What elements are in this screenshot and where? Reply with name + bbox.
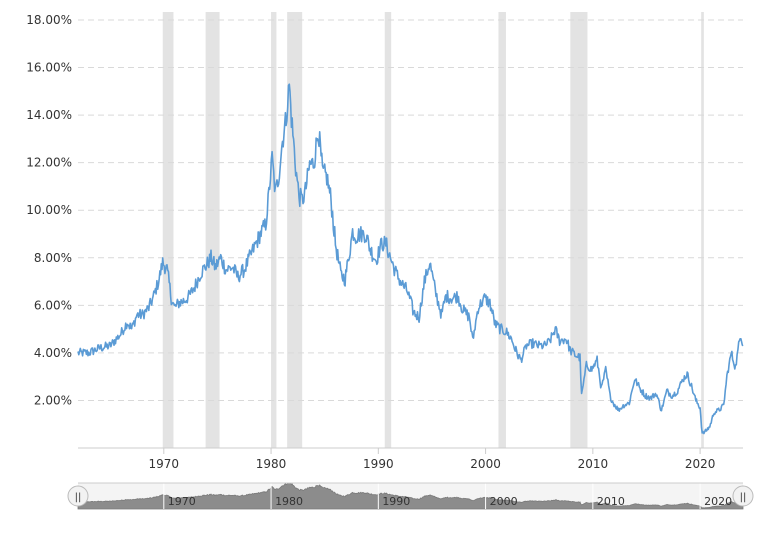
grip-icon: || [75,492,82,503]
navigator-tick-label: 1970 [168,495,196,508]
navigator-tick-label: 2010 [597,495,625,508]
y-tick-label: 10.00% [26,203,72,217]
recession-band [701,12,704,448]
x-tick-label: 2020 [685,457,716,471]
navigator-tick-label: 2000 [490,495,518,508]
recession-band [384,12,392,448]
x-tick-label: 2000 [470,457,501,471]
x-tick-label: 1980 [256,457,287,471]
navigator-tick-label: 2020 [704,495,732,508]
y-axis: 2.00% 4.00% 6.00% 8.00% 10.00% 12.00% 14.00% 16… [26,13,72,407]
recession-band [570,12,588,448]
navigator-area [77,482,744,510]
recession-band [498,12,506,448]
handle-circle[interactable] [732,485,754,507]
y-tick-label: 18.00% [26,13,72,27]
handle-circle[interactable] [67,485,89,507]
y-tick-label: 16.00% [26,61,72,75]
y-tick-label: 2.00% [34,393,72,407]
x-tick-label: 2010 [578,457,609,471]
y-tick-label: 8.00% [34,251,72,265]
navigator-right-handle[interactable]: || [732,485,754,507]
navigator-tick-label: 1990 [382,495,410,508]
gridlines [78,19,743,401]
grip-icon: || [740,492,747,503]
recession-band [205,12,220,448]
y-tick-label: 14.00% [26,108,72,122]
x-tick-label: 1970 [149,457,180,471]
series-layer [77,83,744,435]
x-tick-label: 1990 [363,457,394,471]
y-tick-label: 4.00% [34,346,72,360]
recession-bands [162,12,704,448]
recession-band [271,12,277,448]
navigator-tick-label: 1980 [275,495,303,508]
navigator-left-handle[interactable]: || [67,485,89,507]
y-tick-label: 6.00% [34,298,72,312]
series-line [77,83,744,435]
y-tick-label: 12.00% [26,156,72,170]
navigator[interactable]: 1970 1980 1990 2000 2010 2020 || || [67,482,754,510]
recession-band [287,12,303,448]
x-axis: 1970 1980 1990 2000 2010 2020 [78,447,743,471]
recession-band [162,12,174,448]
